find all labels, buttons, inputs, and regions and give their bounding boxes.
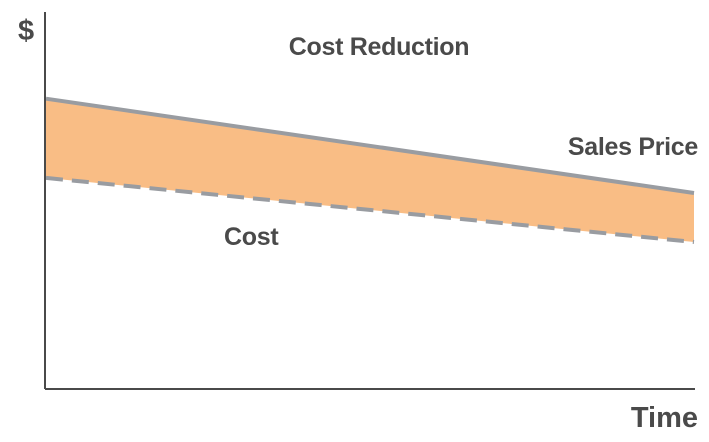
sales-price-line [45, 96, 695, 195]
chart-title: Cost Reduction [289, 33, 470, 61]
cost-reduction-band [46, 98, 694, 242]
x-axis-label: Time [631, 402, 698, 434]
series-label-sales-price: Sales Price [568, 133, 699, 161]
y-axis-label: $ [18, 15, 34, 47]
cost-line [45, 175, 695, 244]
series-label-cost: Cost [224, 223, 279, 251]
plot-layer [45, 96, 695, 244]
